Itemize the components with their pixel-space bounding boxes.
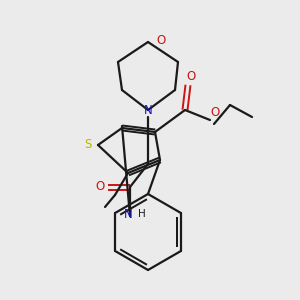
Text: S: S bbox=[84, 139, 92, 152]
Text: O: O bbox=[186, 70, 196, 83]
Text: O: O bbox=[210, 106, 220, 118]
Text: H: H bbox=[138, 209, 146, 219]
Text: O: O bbox=[156, 34, 166, 46]
Text: N: N bbox=[124, 208, 132, 220]
Text: N: N bbox=[144, 104, 152, 118]
Text: O: O bbox=[95, 181, 105, 194]
